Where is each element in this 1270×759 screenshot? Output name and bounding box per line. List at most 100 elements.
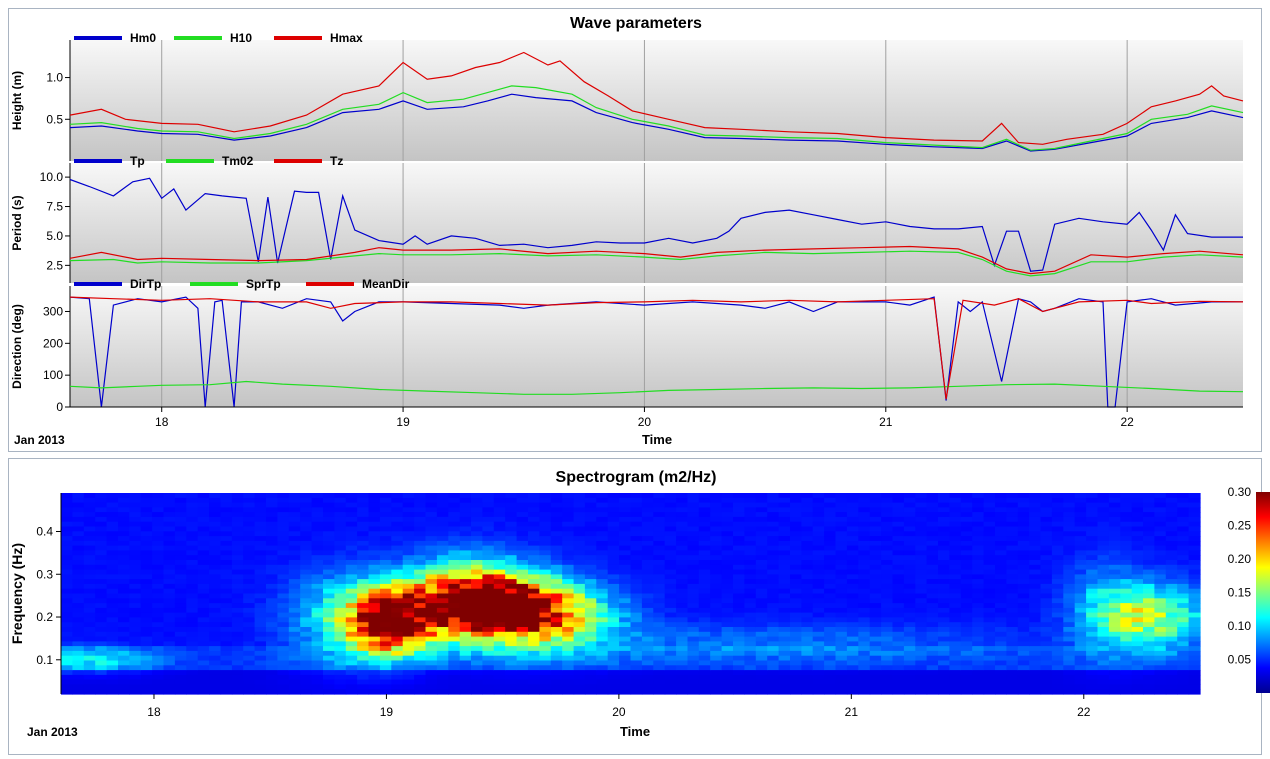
heatmap-cell — [687, 550, 700, 556]
heatmap-cell — [562, 689, 575, 695]
heatmap-cell — [1040, 588, 1053, 595]
heatmap-cell — [733, 512, 745, 518]
heatmap-cell — [254, 593, 267, 599]
series-line-meandir — [69, 296, 1244, 400]
heatmap-cell — [1097, 564, 1110, 571]
heatmap-cell — [277, 502, 290, 508]
heatmap-cell — [653, 521, 666, 528]
heatmap-cell — [1165, 641, 1178, 647]
heatmap-cell — [209, 646, 222, 652]
heatmap-cell — [323, 574, 335, 580]
heatmap-cell — [1086, 521, 1099, 528]
heatmap-cell — [345, 622, 358, 628]
heatmap-cell — [83, 493, 96, 499]
heatmap-cell — [1177, 507, 1190, 513]
heatmap-cell — [402, 497, 415, 504]
heatmap-cell — [960, 674, 973, 681]
heatmap-cell — [653, 598, 666, 604]
heatmap-cell — [1029, 569, 1042, 575]
heatmap-cell — [493, 660, 506, 666]
heatmap-cell — [83, 593, 96, 599]
heatmap-cell — [277, 607, 290, 614]
heatmap-cell — [493, 574, 506, 580]
heatmap-cell — [710, 631, 723, 638]
heatmap-cell — [676, 516, 689, 523]
heatmap-cell — [482, 617, 495, 623]
heatmap-cell — [698, 612, 711, 618]
heatmap-cell — [903, 564, 916, 571]
heatmap-cell — [448, 636, 461, 642]
heatmap-cell — [140, 502, 153, 508]
heatmap-cell — [903, 684, 916, 690]
heatmap-cell — [676, 679, 689, 685]
heatmap-cell — [448, 540, 461, 547]
heatmap-cell — [1131, 545, 1144, 551]
heatmap-cell — [1029, 607, 1042, 614]
heatmap-cell — [846, 674, 859, 681]
heatmap-cell — [1108, 583, 1121, 590]
heatmap-cell — [277, 670, 290, 676]
heatmap-cell — [402, 507, 415, 513]
heatmap-cell — [311, 507, 324, 513]
heatmap-cell — [1154, 588, 1167, 595]
heatmap-cell — [1131, 684, 1144, 690]
heatmap-cell — [436, 665, 449, 671]
heatmap-cell — [1006, 569, 1019, 575]
heatmap-cell — [562, 574, 575, 580]
heatmap-cell — [448, 588, 461, 595]
heatmap-cell — [357, 665, 370, 671]
heatmap-cell — [311, 569, 324, 575]
legend-swatch-tm02 — [166, 159, 214, 163]
heatmap-cell — [812, 569, 825, 575]
heatmap-cell — [835, 502, 848, 508]
heatmap-cell — [300, 627, 313, 633]
heatmap-cell — [596, 531, 609, 537]
heatmap-cell — [448, 507, 461, 513]
heatmap-cell — [436, 550, 449, 556]
heatmap-cell — [231, 588, 244, 595]
heatmap-cell — [1154, 560, 1167, 566]
heatmap-cell — [379, 646, 392, 652]
heatmap-cell — [607, 569, 620, 575]
heatmap-cell — [938, 627, 950, 633]
heatmap-cell — [698, 536, 711, 542]
heatmap-cell — [550, 493, 563, 499]
heatmap-cell — [516, 497, 529, 504]
heatmap-cell — [243, 612, 256, 618]
heatmap-cell — [1074, 650, 1087, 657]
heatmap-cell — [1108, 560, 1121, 566]
heatmap-cell — [755, 540, 768, 547]
heatmap-cell — [220, 564, 233, 571]
heatmap-cell — [641, 536, 654, 542]
heatmap-cell — [801, 569, 814, 575]
heatmap-cell — [288, 512, 301, 518]
heatmap-cell — [357, 670, 370, 676]
heatmap-cell — [562, 684, 575, 690]
heatmap-cell — [1017, 564, 1030, 571]
heatmap-cell — [1154, 512, 1167, 518]
heatmap-cell — [801, 593, 814, 599]
heatmap-cell — [1029, 502, 1042, 508]
heatmap-cell — [516, 665, 529, 671]
heatmap-cell — [573, 526, 586, 532]
heatmap-cell — [607, 689, 620, 695]
heatmap-cell — [607, 684, 620, 690]
heatmap-cell — [903, 641, 916, 647]
heatmap-cell — [858, 593, 871, 599]
heatmap-cell — [550, 564, 563, 571]
heatmap-cell — [926, 612, 939, 618]
heatmap-cell — [949, 516, 962, 523]
heatmap-cell — [1177, 622, 1190, 628]
heatmap-cell — [584, 631, 597, 638]
heatmap-cell — [1051, 564, 1064, 571]
heatmap-cell — [231, 550, 244, 556]
heatmap-cell — [436, 684, 449, 690]
heatmap-cell — [1131, 631, 1144, 638]
heatmap-cell — [254, 646, 267, 652]
heatmap-cell — [1040, 646, 1053, 652]
heatmap-cell — [972, 512, 985, 518]
heatmap-cell — [391, 679, 404, 685]
heatmap-cell — [1063, 512, 1076, 518]
heatmap-cell — [516, 579, 529, 585]
heatmap-cell — [243, 607, 256, 614]
